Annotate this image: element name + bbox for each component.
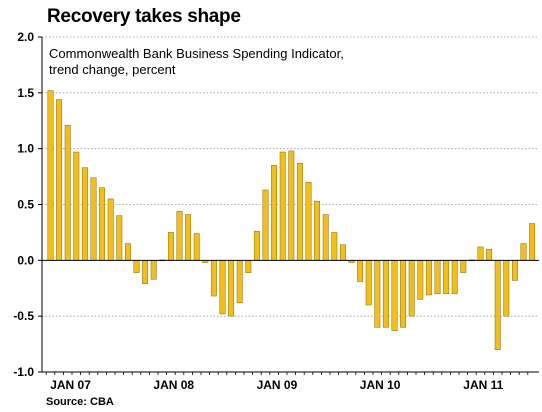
bar (529, 223, 536, 261)
bar (219, 260, 226, 315)
x-tick-label: JAN 08 (153, 378, 194, 392)
bars (47, 90, 536, 350)
bar (99, 187, 106, 261)
bar (124, 243, 131, 261)
bar (210, 260, 217, 297)
bar (73, 151, 80, 261)
bar (47, 90, 54, 261)
bar (400, 260, 407, 328)
bar (425, 260, 432, 296)
bar (391, 260, 398, 331)
bar (107, 198, 114, 261)
bar (322, 214, 329, 261)
bar (503, 260, 510, 317)
chart-subtitle-line-2: trend change, percent (49, 62, 176, 77)
chart-subtitle: Commonwealth Bank Business Spending Indi… (49, 46, 346, 78)
y-tick-label: 0.5 (17, 198, 34, 212)
bar (339, 244, 346, 261)
bar (185, 214, 192, 261)
bar (271, 165, 278, 261)
bar (417, 260, 424, 300)
y-tick-label: 2.0 (17, 30, 34, 44)
bar (64, 124, 71, 261)
bar (460, 260, 467, 273)
bar (245, 260, 252, 273)
bar (314, 200, 321, 261)
y-tick-label: -1.0 (13, 365, 34, 379)
bar (374, 260, 381, 328)
tick-labels: -1.0 -0.5 0.0 0.5 1.0 1.5 2.0 JAN 07 JAN 08 JAN 0… (13, 30, 503, 392)
bar (443, 260, 450, 295)
bar (382, 260, 389, 328)
x-tick-label: JAN 07 (50, 378, 91, 392)
x-tick-label: JAN 10 (360, 378, 401, 392)
bar (116, 215, 123, 261)
y-tick-label: 0.0 (17, 253, 34, 267)
bar (408, 260, 415, 317)
chart-title: Recovery takes shape (47, 6, 241, 27)
bar (133, 260, 140, 273)
bar (150, 260, 157, 280)
bar (288, 150, 295, 261)
bar (236, 260, 243, 304)
y-tick-label: -0.5 (13, 309, 34, 323)
bar (486, 248, 493, 261)
bar (365, 260, 372, 306)
axes (38, 36, 539, 375)
bar (262, 189, 269, 261)
bar (477, 246, 484, 261)
bar (167, 232, 174, 261)
bar (331, 232, 338, 261)
bar (90, 177, 97, 261)
bar (81, 167, 88, 261)
bar (520, 243, 527, 261)
y-tick-label: 1.0 (17, 142, 34, 156)
bar (511, 260, 518, 281)
bar (494, 260, 501, 350)
bar (305, 181, 312, 261)
bar (56, 99, 63, 261)
bar (253, 231, 260, 261)
bar (228, 260, 235, 317)
bar (451, 260, 458, 295)
bar (176, 210, 183, 261)
x-tick-label: JAN 11 (463, 378, 503, 392)
bar (142, 260, 149, 285)
x-tick-label: JAN 09 (257, 378, 298, 392)
bar (296, 162, 303, 261)
y-tick-label: 1.5 (17, 86, 34, 100)
chart-subtitle-line-1: Commonwealth Bank Business Spending Indi… (49, 46, 344, 61)
bar (279, 151, 286, 261)
bar (193, 233, 200, 261)
bar (434, 260, 441, 295)
bar (357, 260, 364, 282)
source-note: Source: CBA (46, 396, 114, 408)
